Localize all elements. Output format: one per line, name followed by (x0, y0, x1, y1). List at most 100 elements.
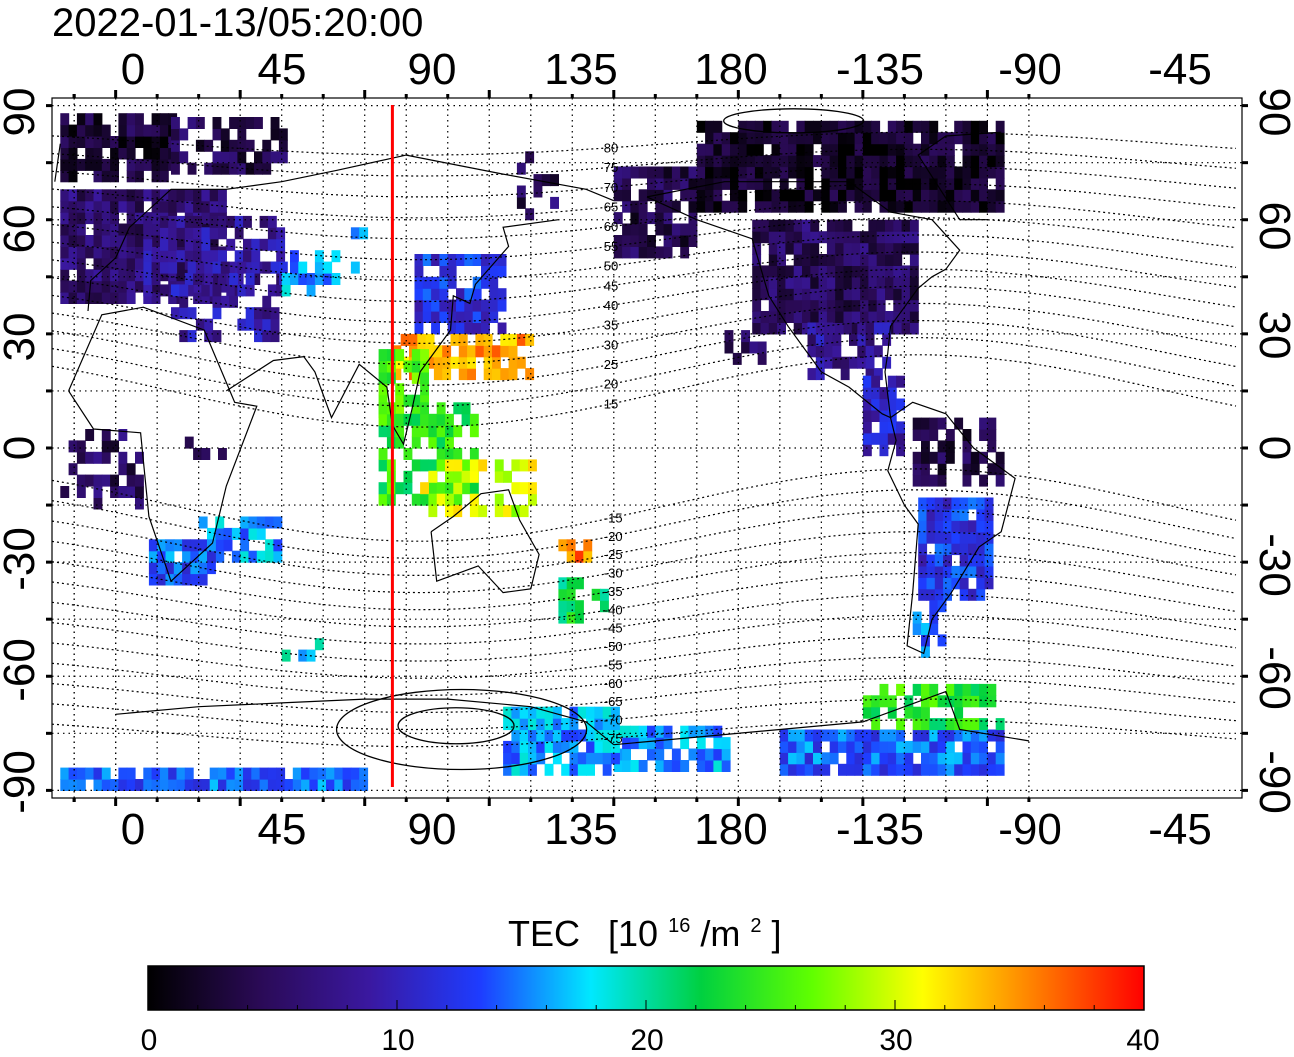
tec-cell (721, 177, 731, 190)
tec-cell (209, 215, 219, 228)
tec-cell (101, 189, 111, 202)
tec-cell (85, 235, 95, 247)
tec-cell (306, 273, 316, 285)
tec-cell (970, 189, 980, 202)
tec-cell (159, 200, 169, 213)
tec-cell (638, 223, 648, 236)
tec-cell (868, 242, 878, 255)
tec-cell (259, 779, 269, 791)
tec-cell (647, 725, 656, 738)
tec-cell (829, 177, 839, 190)
tec-cell (796, 200, 806, 213)
tec-cell (810, 265, 820, 278)
tec-cell (655, 166, 665, 179)
tec-cell (862, 432, 872, 445)
mlat-contour (52, 510, 1237, 576)
tec-cell (414, 322, 424, 335)
tec-cell (976, 554, 986, 567)
tec-cell (934, 543, 944, 556)
tec-cell (93, 451, 103, 464)
tec-cell (511, 729, 521, 742)
tec-cell (768, 311, 778, 323)
tec-cell (481, 265, 490, 278)
tec-cell (929, 120, 939, 133)
tec-cell (270, 330, 280, 343)
tec-cell (135, 189, 144, 202)
tec-cell (431, 322, 440, 335)
left-latitude-tick-labels: 90 60 30 0 -30 -60 -90 (0, 88, 44, 814)
tec-cell (267, 227, 277, 240)
tec-cell (68, 200, 78, 213)
tec-cell (929, 143, 939, 156)
mlat-contour (52, 337, 1237, 407)
tec-cell (876, 288, 886, 301)
tec-cell (395, 383, 405, 396)
tec-cell (395, 349, 405, 362)
tec-cell (168, 227, 178, 240)
tec-cell (254, 162, 263, 175)
tec-cell (270, 261, 280, 274)
tec-cell (738, 120, 748, 133)
colorbar: TEC [10 16 /m 2 ] 0 10 20 30 40 (141, 913, 1160, 1057)
tec-cell (184, 238, 194, 251)
colorbar-unit-exp2: 2 (750, 915, 761, 937)
tec-cell (929, 729, 939, 742)
tec-cell (921, 706, 930, 719)
tec-cell (395, 394, 405, 407)
mlat-label: -25 (604, 547, 623, 562)
tec-cell (943, 508, 952, 521)
tec-cell (256, 550, 266, 563)
tec-cell (713, 748, 723, 761)
tec-cell (428, 505, 438, 518)
tec-cell (926, 508, 936, 521)
tec-cell (763, 120, 773, 133)
tec-cell (68, 158, 78, 171)
tec-cell (60, 113, 70, 126)
tec-cell (647, 246, 656, 259)
tec-cell (254, 318, 263, 331)
tec-cell (730, 189, 739, 202)
tec-cell (868, 311, 878, 323)
tec-cell (586, 740, 595, 753)
tec-cell (638, 760, 648, 772)
tec-cell (688, 200, 698, 213)
tec-cell (829, 120, 839, 133)
tec-cell (575, 550, 584, 563)
tec-cell (887, 177, 897, 190)
tec-cell (655, 748, 665, 761)
tec-cell (871, 729, 881, 742)
tec-cell (231, 550, 241, 563)
tec-cell (229, 295, 238, 308)
tec-cell (647, 189, 656, 202)
tec-cell (453, 402, 463, 415)
tec-cell (976, 520, 986, 533)
tec-cell (829, 189, 839, 202)
tec-cell (497, 322, 507, 335)
tec-cell (187, 261, 197, 274)
tec-cell (68, 212, 78, 225)
tec-cell (525, 208, 535, 221)
tec-cell (838, 132, 847, 145)
tec-cell (918, 520, 928, 533)
tec-cell (713, 132, 723, 145)
tec-cell (995, 166, 1005, 179)
mlat-label: -30 (604, 566, 623, 581)
tec-cell (467, 345, 476, 358)
tec-cell (979, 683, 988, 696)
tec-cell (918, 543, 928, 556)
tec-cell (838, 155, 847, 168)
tec-cell (912, 740, 922, 753)
tec-cell (135, 246, 144, 259)
tec-cell (843, 254, 853, 266)
tec-cell (970, 143, 980, 156)
tec-cell (777, 322, 786, 335)
tec-cell (173, 539, 183, 552)
tec-cell (483, 368, 493, 381)
tec-cell (184, 189, 194, 202)
tec-cell (893, 254, 903, 266)
tec-cell (278, 151, 288, 164)
tec-cell (802, 276, 811, 289)
tec-cell (569, 752, 579, 765)
tec-cell (126, 124, 136, 137)
tec-cell (796, 177, 806, 190)
